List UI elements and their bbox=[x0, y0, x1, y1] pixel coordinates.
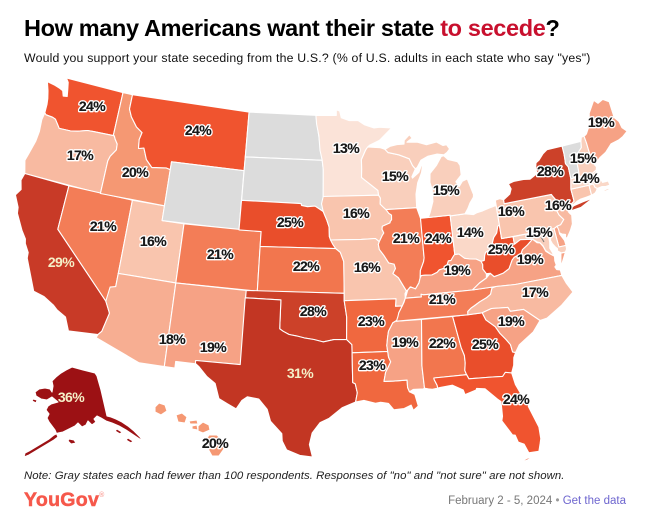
svg-text:28%: 28% bbox=[300, 303, 327, 319]
svg-text:19%: 19% bbox=[444, 262, 471, 278]
svg-text:21%: 21% bbox=[393, 230, 420, 246]
svg-text:16%: 16% bbox=[140, 233, 167, 249]
svg-text:25%: 25% bbox=[277, 214, 304, 230]
svg-text:19%: 19% bbox=[517, 251, 544, 267]
svg-text:17%: 17% bbox=[67, 147, 94, 163]
svg-text:25%: 25% bbox=[277, 214, 304, 230]
svg-text:17%: 17% bbox=[522, 284, 549, 300]
svg-text:15%: 15% bbox=[382, 168, 409, 184]
svg-text:31%: 31% bbox=[287, 365, 314, 381]
svg-text:13%: 13% bbox=[333, 140, 360, 156]
svg-text:19%: 19% bbox=[200, 339, 227, 355]
svg-text:21%: 21% bbox=[429, 291, 456, 307]
svg-text:36%: 36% bbox=[58, 389, 85, 405]
svg-text:23%: 23% bbox=[359, 357, 386, 373]
svg-text:23%: 23% bbox=[358, 313, 385, 329]
svg-text:28%: 28% bbox=[300, 303, 327, 319]
svg-text:22%: 22% bbox=[429, 335, 456, 351]
svg-text:20%: 20% bbox=[122, 164, 149, 180]
svg-text:15%: 15% bbox=[570, 150, 597, 166]
svg-text:28%: 28% bbox=[537, 163, 564, 179]
svg-text:15%: 15% bbox=[433, 182, 460, 198]
svg-text:16%: 16% bbox=[545, 197, 572, 213]
svg-text:21%: 21% bbox=[393, 230, 420, 246]
svg-text:24%: 24% bbox=[425, 230, 452, 246]
svg-text:16%: 16% bbox=[545, 197, 572, 213]
svg-text:24%: 24% bbox=[503, 391, 530, 407]
svg-text:24%: 24% bbox=[503, 391, 530, 407]
svg-text:16%: 16% bbox=[354, 259, 381, 275]
svg-text:16%: 16% bbox=[343, 205, 370, 221]
svg-text:20%: 20% bbox=[122, 164, 149, 180]
svg-text:16%: 16% bbox=[354, 259, 381, 275]
svg-text:24%: 24% bbox=[425, 230, 452, 246]
svg-text:19%: 19% bbox=[588, 114, 615, 130]
svg-text:15%: 15% bbox=[526, 224, 553, 240]
svg-text:16%: 16% bbox=[140, 233, 167, 249]
svg-text:13%: 13% bbox=[333, 140, 360, 156]
svg-text:15%: 15% bbox=[433, 182, 460, 198]
svg-text:19%: 19% bbox=[588, 114, 615, 130]
svg-text:24%: 24% bbox=[79, 98, 106, 114]
svg-text:19%: 19% bbox=[200, 339, 227, 355]
svg-text:19%: 19% bbox=[498, 313, 525, 329]
svg-text:22%: 22% bbox=[293, 258, 320, 274]
svg-text:16%: 16% bbox=[498, 203, 525, 219]
svg-text:22%: 22% bbox=[293, 258, 320, 274]
svg-text:14%: 14% bbox=[573, 170, 600, 186]
svg-text:15%: 15% bbox=[570, 150, 597, 166]
svg-text:19%: 19% bbox=[517, 251, 544, 267]
svg-text:21%: 21% bbox=[207, 246, 234, 262]
svg-text:24%: 24% bbox=[185, 122, 212, 138]
svg-text:23%: 23% bbox=[358, 313, 385, 329]
svg-text:24%: 24% bbox=[185, 122, 212, 138]
svg-text:17%: 17% bbox=[522, 284, 549, 300]
svg-text:21%: 21% bbox=[90, 218, 117, 234]
svg-text:19%: 19% bbox=[392, 334, 419, 350]
svg-text:24%: 24% bbox=[79, 98, 106, 114]
svg-text:21%: 21% bbox=[429, 291, 456, 307]
svg-text:16%: 16% bbox=[343, 205, 370, 221]
svg-text:19%: 19% bbox=[444, 262, 471, 278]
svg-text:20%: 20% bbox=[202, 435, 229, 451]
svg-text:22%: 22% bbox=[429, 335, 456, 351]
svg-text:14%: 14% bbox=[573, 170, 600, 186]
svg-text:29%: 29% bbox=[48, 254, 75, 270]
svg-text:19%: 19% bbox=[392, 334, 419, 350]
svg-text:21%: 21% bbox=[90, 218, 117, 234]
svg-text:18%: 18% bbox=[159, 331, 186, 347]
svg-text:23%: 23% bbox=[359, 357, 386, 373]
svg-text:25%: 25% bbox=[488, 241, 515, 257]
svg-text:16%: 16% bbox=[498, 203, 525, 219]
svg-text:18%: 18% bbox=[159, 331, 186, 347]
svg-text:19%: 19% bbox=[498, 313, 525, 329]
svg-text:15%: 15% bbox=[382, 168, 409, 184]
svg-text:14%: 14% bbox=[457, 224, 484, 240]
svg-text:14%: 14% bbox=[457, 224, 484, 240]
svg-text:25%: 25% bbox=[488, 241, 515, 257]
svg-text:25%: 25% bbox=[472, 336, 499, 352]
svg-text:15%: 15% bbox=[526, 224, 553, 240]
svg-text:25%: 25% bbox=[472, 336, 499, 352]
svg-text:28%: 28% bbox=[537, 163, 564, 179]
svg-text:17%: 17% bbox=[67, 147, 94, 163]
svg-text:21%: 21% bbox=[207, 246, 234, 262]
svg-text:20%: 20% bbox=[202, 435, 229, 451]
